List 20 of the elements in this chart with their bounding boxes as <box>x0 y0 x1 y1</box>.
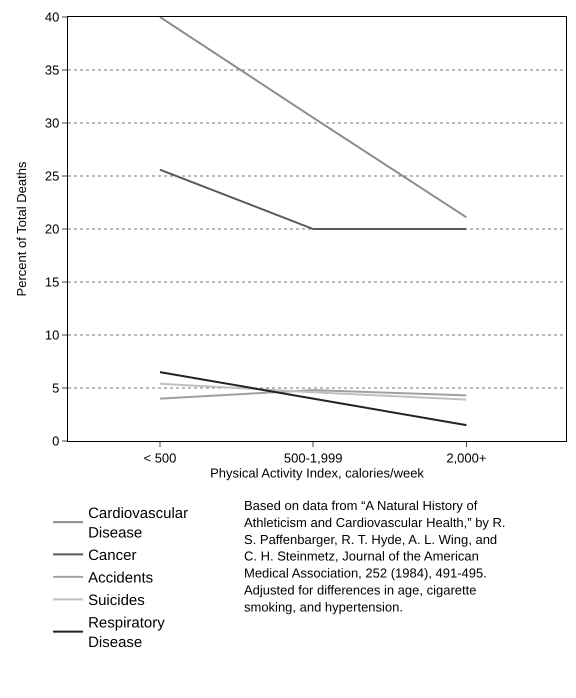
legend-label: Respiratory Disease <box>88 614 166 652</box>
y-tick-label: 5 <box>52 380 60 396</box>
y-tick-label: 20 <box>44 222 60 237</box>
x-tick-label: < 500 <box>143 450 176 466</box>
y-tick-label: 35 <box>44 62 60 78</box>
y-tick-label: 25 <box>44 168 60 184</box>
x-axis-title: Physical Activity Index, calories/week <box>210 466 424 481</box>
y-axis-title: Percent of Total Deaths <box>14 161 29 296</box>
legend-label: Accidents <box>88 570 154 587</box>
y-tick-label: 10 <box>44 328 60 343</box>
y-tick-label: 0 <box>52 434 60 449</box>
y-tick-label: 30 <box>44 116 60 131</box>
legend-label: Suicides <box>88 592 145 610</box>
legend-label: Cancer <box>88 547 136 564</box>
x-tick-label: 2,000+ <box>446 450 486 466</box>
y-tick-label: 40 <box>44 10 60 25</box>
legend-label: Cardiovascular Disease <box>88 505 188 542</box>
x-tick-label: 500-1,999 <box>284 450 342 466</box>
y-tick-label: 15 <box>44 274 60 290</box>
text: Based on data from “A Natural History of Athleticism and Cardiovascular Health,” by R. S. Paffenbarger, R. T. Hyde, A. L. Wing, and C. H. Steinmetz, Journal of the American Medical Association, 252 (1984), 491-495. Adjusted for differences in age, cigarette smoking, and hypertension. <box>244 498 506 614</box>
